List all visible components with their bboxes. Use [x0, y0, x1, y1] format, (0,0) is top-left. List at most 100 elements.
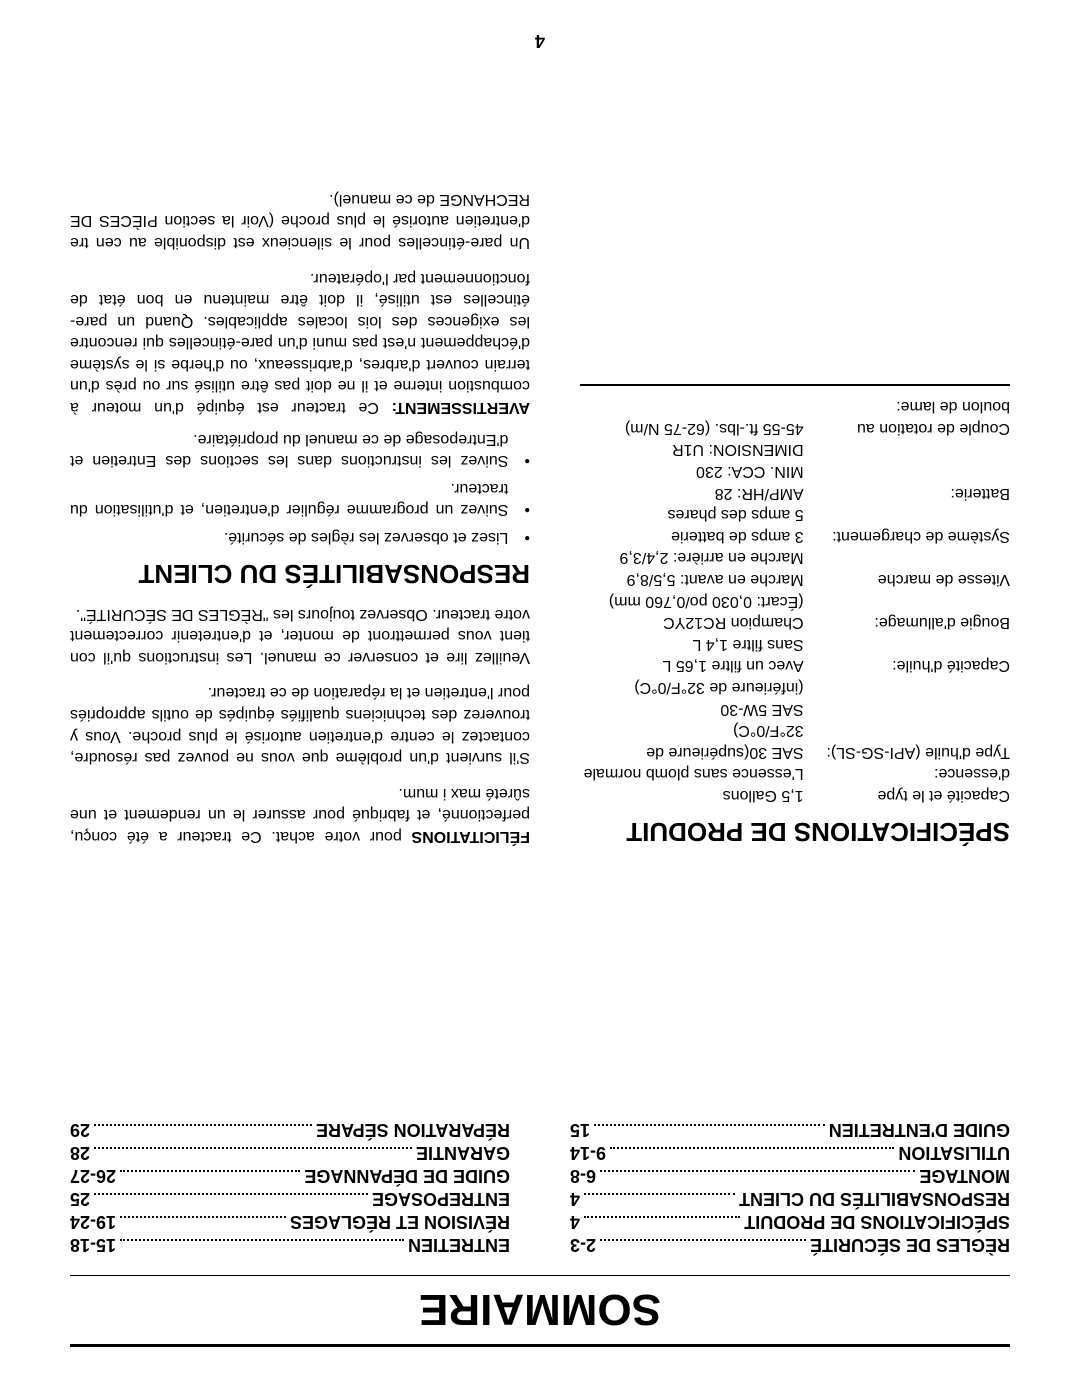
para-probleme: S'il survient d'un problème que vous ne … [70, 682, 530, 768]
spec-row: Système de chargement:3 amps de batterie… [580, 504, 1010, 547]
toc-label: ENTRETIEN [408, 1234, 510, 1255]
toc-label: SPÉCIFICATIONS DE PRODUIT [744, 1211, 1010, 1232]
resp-bullet-text: Suivez un programme régulier d'entretien… [70, 477, 508, 520]
spec-label: Type d'huile (API-SG-SL): [804, 676, 1010, 762]
toc-page: 15-18 [70, 1234, 116, 1255]
para-manuel: Veuillez lire et conserver ce manuel. Le… [70, 603, 530, 668]
toc-label: RESPONSABILITÉS DU CLIENT [739, 1188, 1010, 1209]
toc-dots [600, 1239, 806, 1241]
toc-row: GUIDE DE DÉPANNAGE 26-27 [70, 1165, 510, 1186]
spec-row: Capacité d'huile:Avec un filtre 1,65 L S… [580, 633, 1010, 676]
toc-page: 28 [70, 1142, 90, 1163]
resp-bullets: Lisez et observez les règles de sécurité… [70, 428, 530, 548]
toc-page: 4 [570, 1188, 580, 1209]
toc-dots [94, 1193, 368, 1195]
toc-page: 4 [570, 1211, 580, 1232]
toc-label: GARANTIE [416, 1142, 510, 1163]
text-column: FÉLICITATIONS pour votre achat. Ce tract… [70, 174, 530, 847]
resp-bullet-text: Lisez et observez les règles de sécurité… [224, 526, 509, 548]
spec-row: Bougie d'allumage:Champion RC12YC (Écart… [580, 590, 1010, 633]
toc-row: ENTREPOSAGE 25 [70, 1188, 510, 1209]
toc-dots [94, 1147, 412, 1149]
spec-label: Capacité et le type d'essence: [804, 763, 1010, 806]
spec-label: Capacité d'huile: [804, 633, 1010, 676]
spec-label: Système de chargement: [804, 504, 1010, 547]
toc-label: RÈGLES DE SÉCURITÉ [810, 1234, 1010, 1255]
resp-bullet: Lisez et observez les règles de sécurité… [70, 526, 530, 548]
toc-col-right: ENTRETIEN15-18RÉVISION ET RÉGLAGES19-24E… [70, 1117, 510, 1255]
toc-dots [94, 1124, 312, 1126]
toc-row: MONTAGE 6-8 [570, 1165, 1010, 1186]
spec-value: 3 amps de batterie 5 amps des phares [580, 504, 804, 547]
spec-label: Bougie d'allumage: [804, 590, 1010, 633]
felicitations-para: FÉLICITATIONS pour votre achat. Ce tract… [70, 782, 530, 847]
spec-value: AMP/HR: 28 MIN. CCA: 230 DIMENSION: U1R [580, 439, 804, 504]
toc-dots [584, 1193, 735, 1195]
toc-page: 25 [70, 1188, 90, 1209]
toc-page: 6-8 [570, 1165, 596, 1186]
resp-bullet: Suivez un programme régulier d'entretien… [70, 477, 530, 520]
toc-dots [120, 1239, 404, 1241]
toc-page: 29 [70, 1119, 90, 1140]
toc-label: MONTAGE [919, 1165, 1010, 1186]
toc-dots [594, 1124, 825, 1126]
spec-label: Couple de rotation au boulon de lame: [804, 396, 1010, 439]
para-pare-etincelles: Un pare-étincelles pour le silencieux es… [70, 188, 530, 253]
toc-label: GUIDE D'ENTRETIEN [829, 1119, 1010, 1140]
spec-label: Vitesse de marche [804, 547, 1010, 590]
toc-row: RÈGLES DE SÉCURITÉ 2-3 [570, 1234, 1010, 1255]
resp-bullet: Suivez les instructions dans les section… [70, 428, 530, 471]
avert-text: Ce tracteur est équipé d'un moteur à com… [70, 270, 530, 417]
specs-rule [580, 384, 1010, 386]
resp-bullet-text: Suivez les instructions dans les section… [70, 428, 508, 471]
avert-label: AVERTISSEMENT: [392, 399, 530, 416]
avertissement-para: AVERTISSEMENT: Ce tracteur est équipé d'… [70, 267, 530, 418]
main-content: SPÉCIFICATIONS DE PRODUIT Capacité et le… [70, 174, 1010, 847]
toc-page: 15 [570, 1119, 590, 1140]
toc-label: ENTREPOSAGE [372, 1188, 510, 1209]
toc-page: 9-14 [570, 1142, 606, 1163]
spec-value: Avec un filtre 1,65 L Sans filtre 1,4 L [580, 633, 804, 676]
toc-dots [120, 1170, 300, 1172]
spec-value: 1,5 Gallons L'essence sans plomb normale [580, 763, 804, 806]
rule-top [70, 1344, 1010, 1347]
specs-title: SPÉCIFICATIONS DE PRODUIT [580, 816, 1010, 847]
spec-row: Couple de rotation au boulon de lame:45-… [580, 396, 1010, 439]
spec-value: Champion RC12YC (Écart: 0,030 po/0,760 m… [580, 590, 804, 633]
spec-row: Type d'huile (API-SG-SL):SAE 30(supérieu… [580, 676, 1010, 762]
toc-row: ENTRETIEN 15-18 [70, 1234, 510, 1255]
toc-label: UTILISATION [898, 1142, 1010, 1163]
specs-table: Capacité et le type d'essence:1,5 Gallon… [580, 396, 1010, 806]
spec-row: Batterie:AMP/HR: 28 MIN. CCA: 230 DIMENS… [580, 439, 1010, 504]
toc-col-left: RÈGLES DE SÉCURITÉ2-3SPÉCIFICATIONS DE P… [570, 1117, 1010, 1255]
toc-dots [600, 1170, 915, 1172]
spec-value: Marche en avant: 5,5/8,9 Marche en arriè… [580, 547, 804, 590]
spec-row: Capacité et le type d'essence:1,5 Gallon… [580, 763, 1010, 806]
spec-row: Vitesse de marcheMarche en avant: 5,5/8,… [580, 547, 1010, 590]
spec-value: 45-55 ft.-lbs. (62-75 N/m) [580, 396, 804, 439]
toc-label: GUIDE DE DÉPANNAGE [304, 1165, 510, 1186]
resp-title: RESPONSABILITÉS DU CLIENT [70, 558, 530, 589]
sommaire-title: SOMMAIRE [70, 1284, 1010, 1334]
toc-row: UTILISATION 9-14 [570, 1142, 1010, 1163]
toc-page: 26-27 [70, 1165, 116, 1186]
toc-row: SPÉCIFICATIONS DE PRODUIT 4 [570, 1211, 1010, 1232]
toc-dots [120, 1216, 286, 1218]
toc-row: RÉVISION ET RÉGLAGES 19-24 [70, 1211, 510, 1232]
toc-dots [610, 1147, 894, 1149]
toc-page: 19-24 [70, 1211, 116, 1232]
felicitations-label: FÉLICITATIONS [411, 828, 530, 845]
toc-row: RESPONSABILITÉS DU CLIENT 4 [570, 1188, 1010, 1209]
spec-label: Batterie: [804, 439, 1010, 504]
specs-column: SPÉCIFICATIONS DE PRODUIT Capacité et le… [580, 174, 1010, 847]
toc-label: RÉPARATION SÉPARE [316, 1119, 510, 1140]
toc: RÈGLES DE SÉCURITÉ2-3SPÉCIFICATIONS DE P… [70, 1117, 1010, 1255]
toc-row: GARANTIE 28 [70, 1142, 510, 1163]
rule-under-title [70, 1275, 1010, 1276]
page-number: 4 [0, 30, 1080, 51]
toc-page: 2-3 [570, 1234, 596, 1255]
toc-dots [584, 1216, 740, 1218]
spec-value: SAE 30(supérieure de 32°F/0°C) SAE 5W-30… [580, 676, 804, 762]
toc-row: RÉPARATION SÉPARE 29 [70, 1119, 510, 1140]
toc-label: RÉVISION ET RÉGLAGES [290, 1211, 510, 1232]
